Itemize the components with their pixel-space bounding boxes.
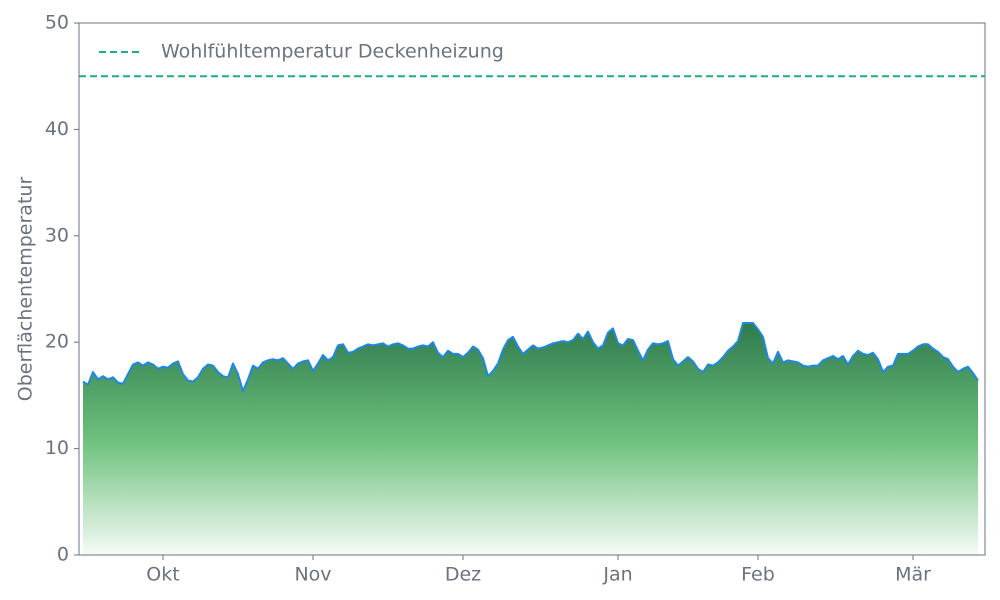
- y-tick-label: 0: [57, 544, 69, 566]
- x-tick-label: Dez: [445, 564, 481, 586]
- x-tick-label: Nov: [294, 564, 331, 586]
- x-tick-label: Jan: [602, 564, 632, 586]
- x-tick-label: Okt: [146, 564, 179, 586]
- y-tick-label: 10: [45, 437, 69, 459]
- legend-label: Wohlfühltemperatur Deckenheizung: [161, 41, 504, 63]
- y-tick-label: 20: [45, 331, 69, 353]
- x-tick-label: Mär: [895, 564, 931, 586]
- line: [82, 322, 979, 393]
- x-tick-label: Feb: [741, 564, 775, 586]
- y-tick-label: 50: [45, 12, 69, 34]
- y-tick-label: 40: [45, 118, 69, 140]
- plot-frame: [78, 22, 986, 556]
- area-fill: [83, 323, 978, 555]
- y-axis-label: Oberflächentemperatur: [15, 177, 37, 402]
- y-tick-label: 30: [45, 224, 69, 246]
